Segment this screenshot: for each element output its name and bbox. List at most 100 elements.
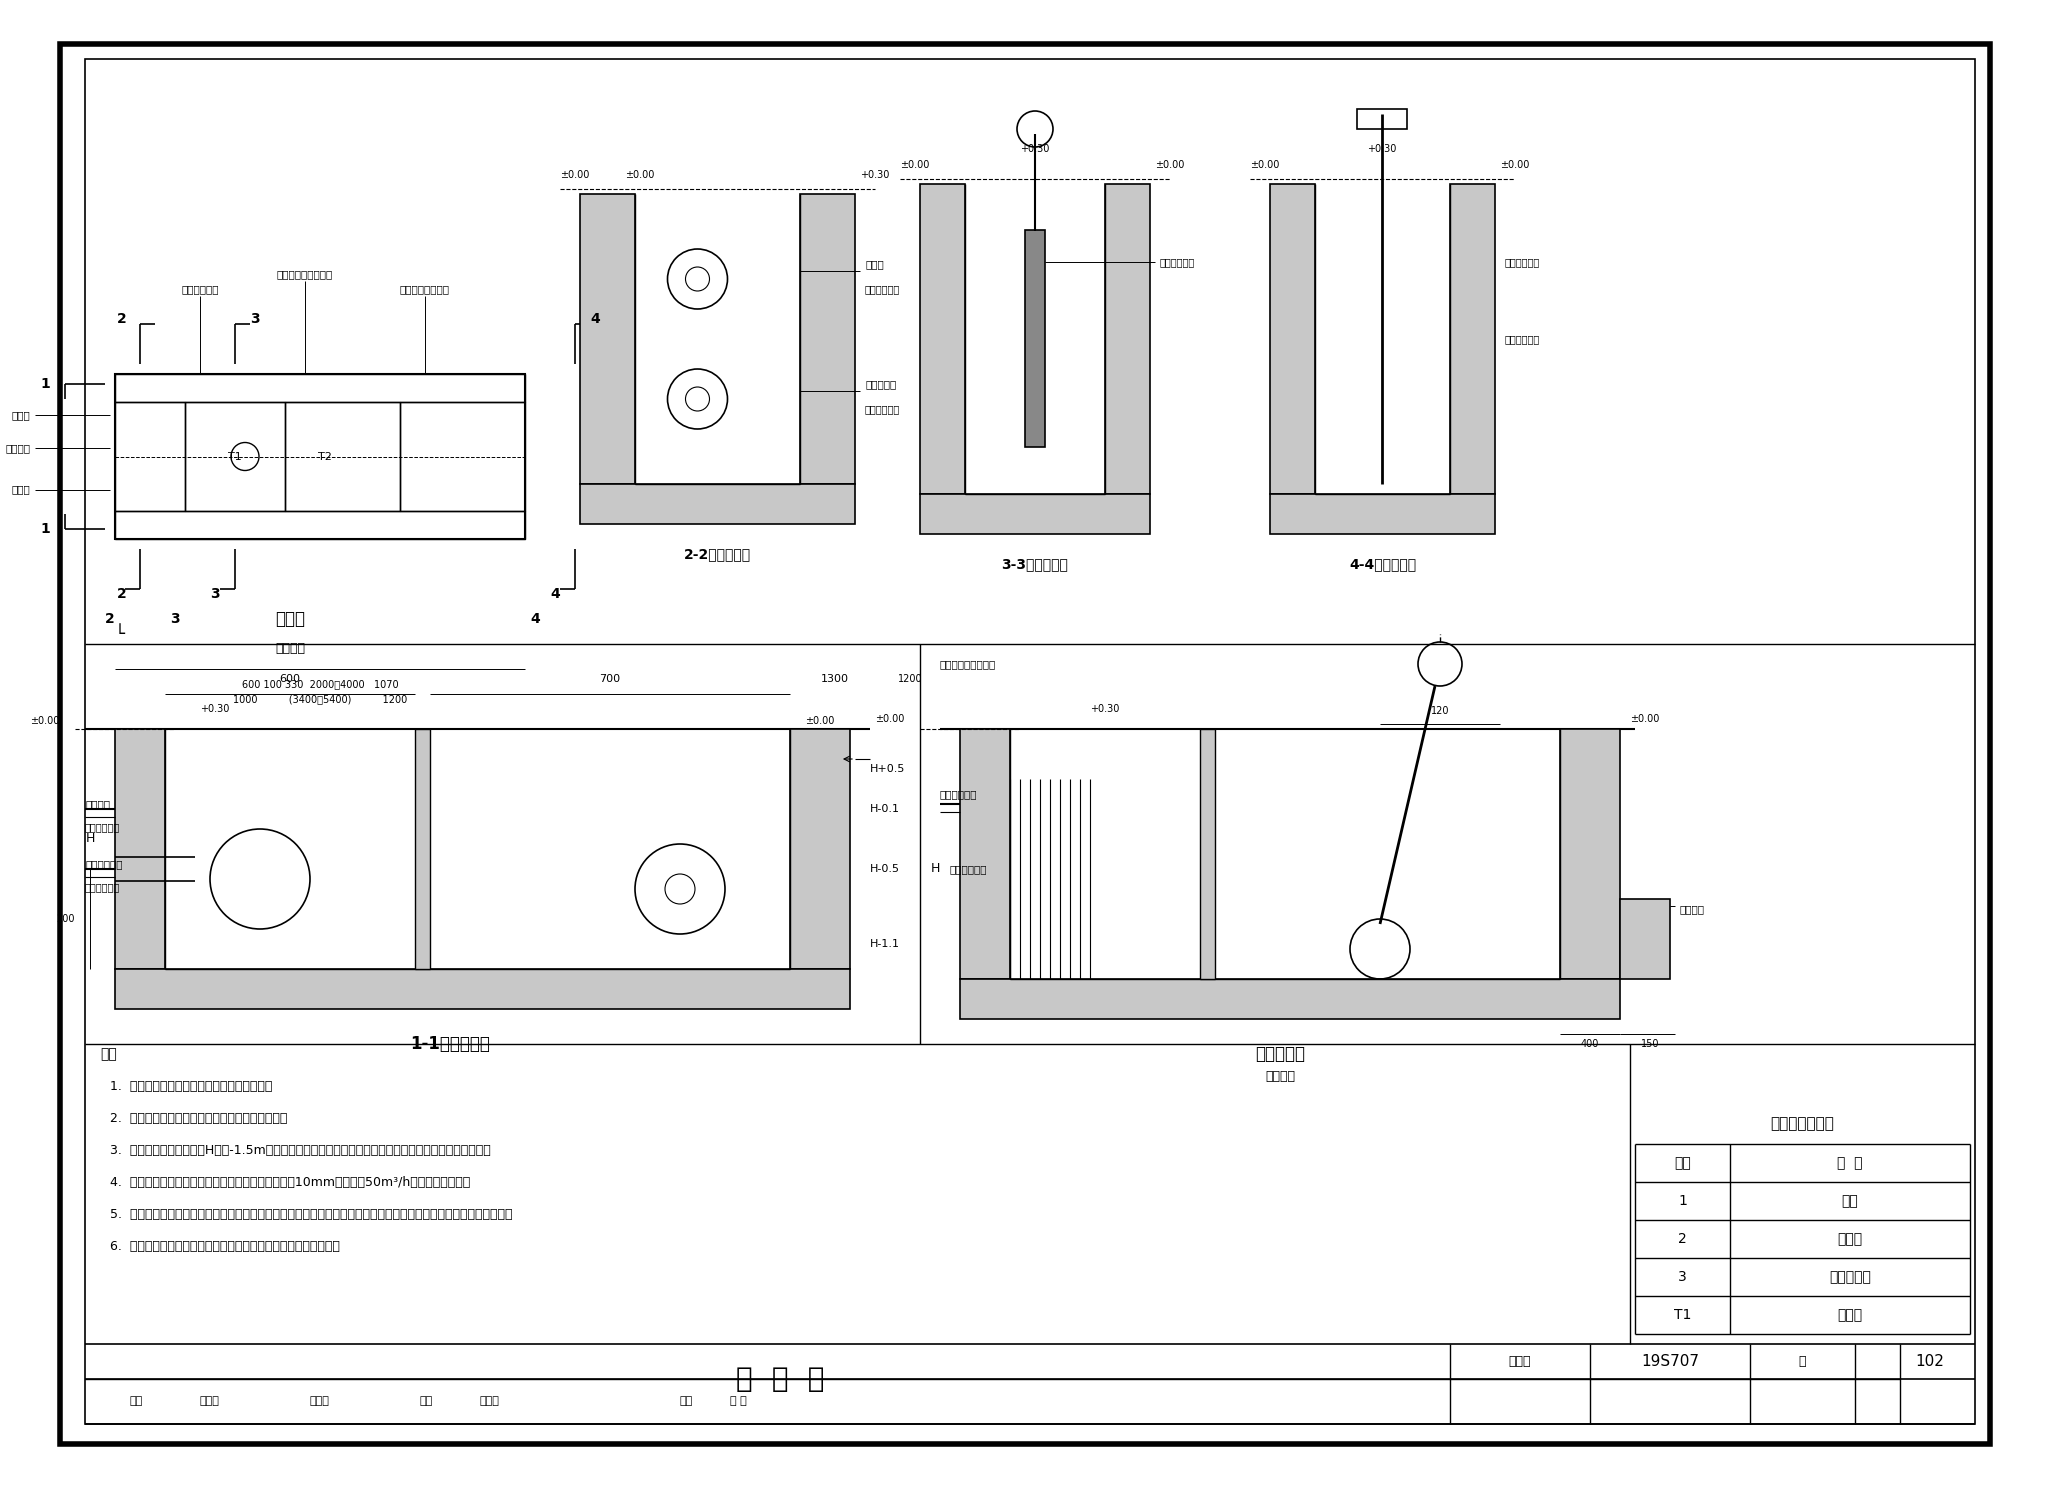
Text: 1: 1 <box>41 523 49 536</box>
Text: 校对: 校对 <box>420 1397 434 1407</box>
Text: 1: 1 <box>1677 1194 1688 1208</box>
Bar <box>184 402 285 511</box>
Text: 1300: 1300 <box>821 675 850 683</box>
Text: 李 娟: 李 娟 <box>729 1397 748 1407</box>
Text: 预埋防水套管: 预埋防水套管 <box>86 822 121 832</box>
Text: 泵自稳支架预埋钢板: 泵自稳支架预埋钢板 <box>940 660 995 669</box>
Text: ±0.00: ±0.00 <box>31 716 59 727</box>
Text: 19S707: 19S707 <box>1640 1354 1700 1368</box>
Text: ±0.00: ±0.00 <box>1251 159 1280 170</box>
Text: 设备安装图: 设备安装图 <box>1255 1045 1305 1063</box>
Text: （参考）: （参考） <box>1266 1071 1294 1084</box>
Text: 600: 600 <box>279 675 301 683</box>
Bar <box>1106 185 1151 494</box>
Text: 150: 150 <box>1640 1039 1659 1048</box>
Text: 不带盖板: 不带盖板 <box>274 642 305 655</box>
Text: 闫高峰: 闫高峰 <box>201 1397 219 1407</box>
Text: 预埋防水套管: 预埋防水套管 <box>950 864 987 874</box>
Text: 4: 4 <box>530 612 541 625</box>
Bar <box>115 374 524 402</box>
Bar <box>1620 899 1669 978</box>
Text: 系体安装预埋钢板: 系体安装预埋钢板 <box>399 284 451 293</box>
Bar <box>115 374 524 539</box>
Text: 1-1剖面放大图: 1-1剖面放大图 <box>410 1035 489 1053</box>
Text: 超越管: 超越管 <box>10 411 31 420</box>
Text: +0.30: +0.30 <box>1020 144 1051 153</box>
Text: 3-3剖面放大图: 3-3剖面放大图 <box>1001 557 1069 570</box>
Text: 一次提升泵: 一次提升泵 <box>1829 1270 1872 1284</box>
Text: 注：: 注： <box>100 1047 117 1062</box>
Text: T1: T1 <box>227 451 242 462</box>
Text: 名  称: 名 称 <box>1837 1155 1864 1170</box>
Text: 1000          (3400～5400)          1200: 1000 (3400～5400) 1200 <box>233 694 408 704</box>
Text: 2: 2 <box>1677 1231 1688 1246</box>
Bar <box>961 978 1620 1018</box>
Text: 102: 102 <box>1915 1354 1944 1368</box>
Text: +0.30: +0.30 <box>1090 704 1120 715</box>
Text: 名称编号对照表: 名称编号对照表 <box>1772 1117 1835 1132</box>
Text: 2-2剖面放大图: 2-2剖面放大图 <box>684 546 752 561</box>
Bar <box>1200 730 1214 978</box>
Text: H-0.5: H-0.5 <box>870 864 899 874</box>
Text: 生活污水: 生活污水 <box>4 444 31 453</box>
Text: 预埋防水套管: 预埋防水套管 <box>1505 334 1540 344</box>
Text: 设计: 设计 <box>680 1397 694 1407</box>
Text: 超越管路: 超越管路 <box>86 800 111 809</box>
Text: 2: 2 <box>104 612 115 625</box>
Text: 1200: 1200 <box>897 675 922 683</box>
Bar <box>416 730 430 969</box>
Text: ±0.00: ±0.00 <box>625 170 655 180</box>
Bar <box>580 194 635 484</box>
Text: ±0.00: ±0.00 <box>805 716 836 727</box>
Bar <box>920 185 965 494</box>
Text: 600 100 330  2000～4000   1070: 600 100 330 2000～4000 1070 <box>242 679 397 689</box>
Text: 审核: 审核 <box>129 1397 143 1407</box>
Text: 3: 3 <box>1677 1270 1688 1284</box>
Text: 预埋防水套管: 预埋防水套管 <box>86 881 121 892</box>
Text: 1: 1 <box>41 377 49 392</box>
Bar <box>115 969 850 1010</box>
Bar <box>1561 730 1620 978</box>
Text: 3.  当生活污水管管底标高H低于-1.5m时，建议设置格栅渠，格栅渠长度应根据进水管管底标高进行设计。: 3. 当生活污水管管底标高H低于-1.5m时，建议设置格栅渠，格栅渠长度应根据进… <box>111 1144 492 1157</box>
Bar <box>399 402 524 511</box>
Text: 4: 4 <box>590 313 600 326</box>
Text: 700: 700 <box>600 675 621 683</box>
Text: H: H <box>86 832 94 846</box>
Text: 2: 2 <box>117 587 127 602</box>
Text: 3: 3 <box>170 612 180 625</box>
Text: +0.30: +0.30 <box>201 704 229 715</box>
Text: └: └ <box>115 625 125 643</box>
Text: 超越管: 超越管 <box>864 259 885 270</box>
Text: 5.  设备安装图仅供参考，与启闭机、粗格栅、一次提升泵安装有关的预埋、定位等需根据设备实际选型进行深化设计。: 5. 设备安装图仅供参考，与启闭机、粗格栅、一次提升泵安装有关的预埋、定位等需根… <box>111 1208 512 1221</box>
Bar <box>115 511 524 539</box>
Text: ±0.00: ±0.00 <box>1155 159 1184 170</box>
Bar <box>791 730 850 969</box>
Text: 2: 2 <box>117 313 127 326</box>
Text: H-1.1: H-1.1 <box>870 940 899 948</box>
Text: 二次衬板: 二次衬板 <box>1679 904 1706 914</box>
Text: 编号: 编号 <box>1673 1155 1692 1170</box>
Bar <box>1024 229 1044 447</box>
Bar <box>801 194 854 484</box>
Text: +0.30: +0.30 <box>1368 144 1397 153</box>
Text: 格栅渠: 格栅渠 <box>1837 1307 1862 1322</box>
Text: ±0.00: ±0.00 <box>1499 159 1530 170</box>
Bar <box>961 730 1010 978</box>
Bar <box>285 402 399 511</box>
Text: 4.  粗格栅栅隙依工程实际情况选用，本图集推荐栅隙10mm，可适应50m³/h以下的流量范围。: 4. 粗格栅栅隙依工程实际情况选用，本图集推荐栅隙10mm，可适应50m³/h以… <box>111 1175 471 1188</box>
Text: H-0.1: H-0.1 <box>870 804 899 814</box>
Bar <box>115 730 166 969</box>
Text: 120: 120 <box>1432 706 1450 716</box>
Text: 预埋防水套管: 预埋防水套管 <box>864 404 901 414</box>
Text: ±0.00: ±0.00 <box>561 170 590 180</box>
Text: 闵高峰: 闵高峰 <box>309 1397 330 1407</box>
Text: 图集号: 图集号 <box>1509 1355 1532 1368</box>
Text: 阀门: 阀门 <box>1841 1194 1858 1208</box>
Text: 检修孔: 检修孔 <box>10 484 31 494</box>
Bar <box>1358 109 1407 130</box>
Text: 200: 200 <box>57 914 76 925</box>
Text: 生活污水管: 生活污水管 <box>864 380 897 389</box>
Text: 2.  超越管路与进水管同规格或依据工程需要设置。: 2. 超越管路与进水管同规格或依据工程需要设置。 <box>111 1111 287 1124</box>
Bar <box>115 402 184 511</box>
Text: 阀门预埋钢板: 阀门预埋钢板 <box>1159 258 1196 267</box>
